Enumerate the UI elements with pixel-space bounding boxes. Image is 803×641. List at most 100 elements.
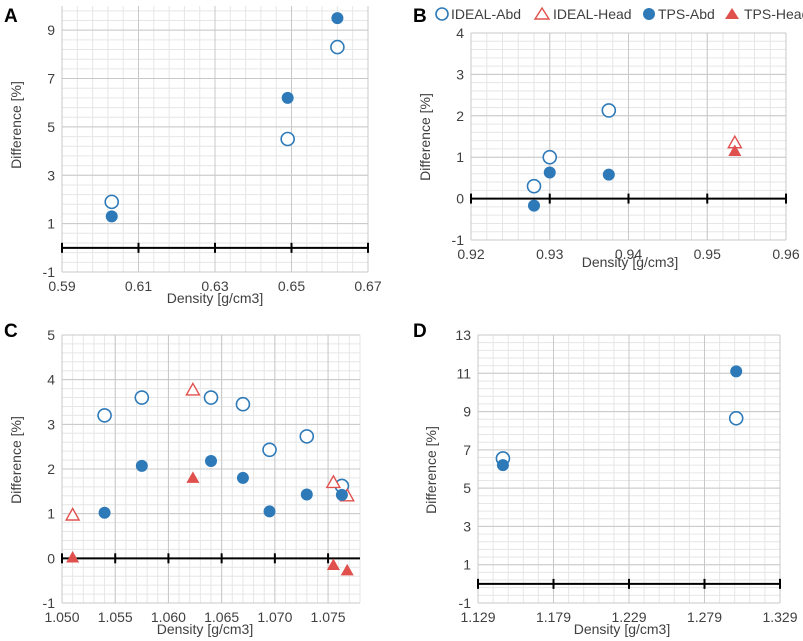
panel-a-x-tick-label-3: 0.65	[278, 278, 305, 294]
panel-b-x-tick-label-4: 0.96	[772, 246, 799, 262]
panel-c-ideal-abd-point-1	[134, 390, 150, 405]
panel-d-y-tick-label-7: 13	[455, 327, 471, 343]
panel-b-tps-head-point-0	[728, 144, 742, 156]
panel-a-ylabel: Difference [%]	[8, 81, 24, 169]
panel-a-x-tick-label-0: 0.59	[48, 278, 75, 294]
panel-c-ideal-abd-point-0	[97, 408, 112, 423]
panel-b-tps-abd-point-2	[602, 168, 615, 181]
panel-b-plot: 0.92 0.93 0.94 0.95 0.96 -1 0 1 2 3 4	[452, 25, 800, 262]
panel-b-tps-abd-point-0	[528, 199, 540, 212]
panel-b-y-tick-label-2: 1	[456, 149, 464, 165]
panel-d-x-tick-label-3: 1.279	[687, 609, 722, 625]
panel-d-xlabel: Density [g/cm3]	[574, 621, 670, 637]
panel-c-series-tps-head	[66, 471, 354, 576]
panel-c-x-tick-label-3: 1.065	[204, 609, 239, 625]
panel-c-letter: C	[4, 321, 18, 342]
panel-c-y-tick-label-2: 1	[47, 506, 55, 522]
panel-d-y-tick-label-0: -1	[459, 595, 472, 611]
panel-c-y-tick-label-4: 3	[47, 416, 55, 432]
legend-ideal-head-marker	[533, 6, 551, 20]
panel-c-tps-head-point-0	[66, 550, 80, 563]
panel-c: C 1.050 1.055 1.060 1.065 1.070 1.075 -1 0 1 2 3 4 5…	[4, 321, 361, 637]
panel-c-tps-abd-point-1	[135, 459, 148, 472]
legend-item-ideal-head: IDEAL-Head	[533, 6, 632, 22]
panel-d-y-tick-label-4: 7	[463, 442, 471, 458]
panel-b-ylabel: Difference [%]	[417, 93, 433, 181]
panel-b-series-ideal-abd	[526, 103, 617, 194]
panel-b-y-tick-label-5: 4	[456, 25, 464, 41]
panel-c-ideal-head-point-0	[64, 507, 81, 521]
panel-a-x-tick-label-4: 0.67	[354, 278, 381, 294]
panel-c-tps-head-point-3	[340, 563, 354, 576]
panel-d-series-tps-abd	[496, 365, 743, 472]
panel-d-x-tick-label-0: 1.129	[460, 609, 495, 625]
panel-d-x-tick-label-4: 1.329	[762, 609, 797, 625]
panel-b-x-tick-label-2: 0.94	[615, 246, 642, 262]
panel-b-gridlines	[470, 32, 787, 241]
panel-c-tps-abd-point-5	[300, 488, 313, 501]
panel-a-y-tick-label-4: 7	[47, 71, 55, 87]
panel-b-x-tick-label-1: 0.93	[536, 246, 563, 262]
panel-c-y-tick-label-0: -1	[43, 595, 56, 611]
panel-c-y-tick-label-6: 5	[47, 327, 55, 343]
panel-b-xlabel: Density [g/cm3]	[582, 254, 678, 270]
panel-d-y-tick-label-5: 9	[463, 404, 471, 420]
panel-d-tps-abd-point-0	[496, 459, 509, 472]
legend-item-tps-abd: TPS-Abd	[643, 6, 715, 22]
panel-a-series-ideal-abd	[104, 39, 345, 210]
panel-c-series-ideal-abd	[97, 390, 350, 494]
panel-d-gridlines	[477, 334, 781, 604]
legend-tps-abd-marker	[643, 8, 655, 20]
panel-c-gridlines	[61, 334, 361, 604]
panel-c-tps-abd-point-2	[205, 454, 217, 467]
panel-b-series-tps-abd	[528, 166, 615, 212]
panel-c-tps-head-point-1	[186, 471, 200, 483]
panel-a: A 0.59 0.61 0.63 0.65 0.67 -1 1 3 5 7 9 Density [g…	[4, 6, 382, 306]
panel-b-ideal-abd-point-1	[542, 149, 558, 165]
panel-c-tps-abd-point-6	[335, 488, 348, 501]
panel-b-y-tick-label-0: -1	[452, 232, 465, 248]
legend-tps-abd-label: TPS-Abd	[658, 6, 715, 22]
panel-a-y-tick-label-0: -1	[43, 264, 56, 280]
panel-b-ideal-abd-point-2	[601, 103, 617, 118]
panel-c-x-tick-label-1: 1.055	[98, 609, 133, 625]
panel-a-gridlines	[61, 6, 369, 273]
panel-c-x-tick-label-0: 1.050	[44, 609, 79, 625]
panel-d-y-tick-label-1: 1	[463, 557, 471, 573]
panel-a-x-tick-label-1: 0.61	[125, 278, 152, 294]
panel-c-ylabel: Difference [%]	[8, 416, 24, 504]
panel-d-series-ideal-abd	[495, 410, 744, 466]
panel-a-xlabel: Density [g/cm3]	[167, 290, 263, 306]
legend-tps-head-marker	[725, 8, 739, 19]
legend-ideal-abd-label: IDEAL-Abd	[451, 6, 521, 22]
panel-a-tps-abd-point-0	[105, 210, 118, 223]
panel-a-tps-abd-point-2	[331, 12, 344, 25]
panel-c-series-tps-abd	[98, 454, 348, 519]
panel-b-x-tick-label-0: 0.92	[457, 246, 484, 262]
panel-c-tps-abd-point-3	[236, 471, 249, 484]
panel-b-x-tick-label-3: 0.95	[694, 246, 721, 262]
panel-d-x-tick-label-1: 1.179	[536, 609, 571, 625]
panel-b-y-tick-label-4: 3	[456, 66, 464, 82]
panel-a-plot: 0.59 0.61 0.63 0.65 0.67 -1 1 3 5 7 9	[43, 6, 382, 294]
panel-a-y-tick-label-2: 3	[47, 167, 55, 183]
panel-a-ideal-abd-point-2	[330, 39, 345, 55]
panel-c-y-tick-label-5: 4	[47, 372, 55, 388]
panel-b-y-tick-label-3: 2	[456, 108, 464, 124]
panel-b-letter: B	[413, 6, 427, 27]
legend-ideal-head-label: IDEAL-Head	[553, 6, 632, 22]
panel-c-y-tick-label-1: 0	[47, 550, 55, 566]
panel-c-ideal-abd-point-3	[235, 396, 251, 412]
panel-d-y-tick-label-2: 3	[463, 518, 471, 534]
panel-c-x-tick-label-5: 1.075	[311, 609, 346, 625]
panel-c-ideal-abd-point-2	[203, 390, 219, 405]
panel-c-xlabel: Density [g/cm3]	[157, 621, 253, 637]
panel-d-letter: D	[413, 321, 427, 342]
panel-a-tps-abd-point-1	[281, 91, 294, 104]
panel-c-tps-abd-point-0	[98, 506, 111, 519]
panel-a-series-tps-abd	[105, 12, 344, 223]
panel-d-tps-abd-point-1	[730, 365, 743, 378]
panel-d-y-tick-label-3: 5	[463, 480, 471, 496]
panel-c-ideal-head-point-1	[185, 382, 201, 396]
